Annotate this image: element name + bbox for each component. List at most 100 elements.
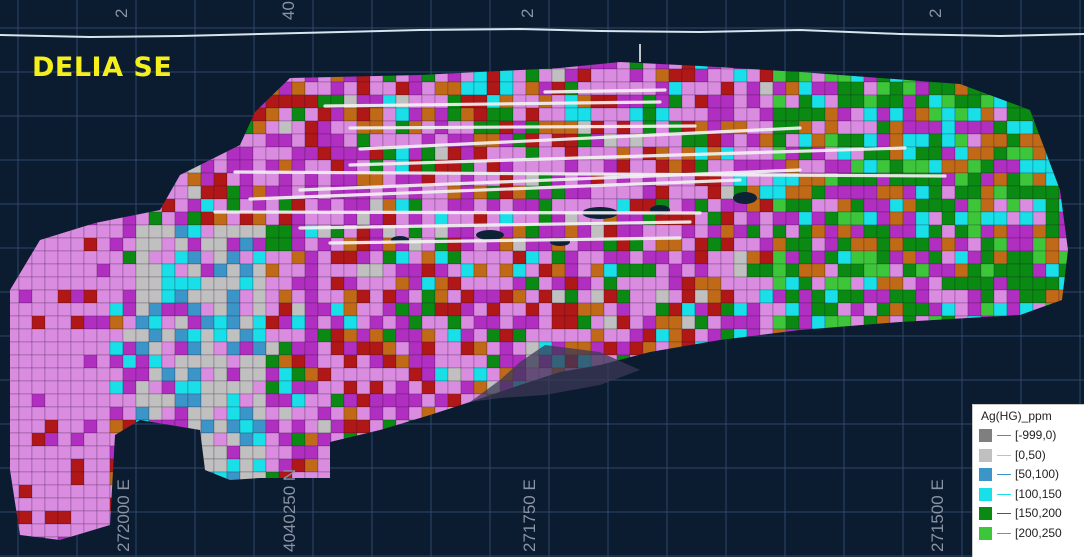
grade-block: [70, 237, 85, 252]
grade-block: [473, 367, 488, 382]
grade-block: [941, 263, 956, 278]
grade-block: [265, 133, 280, 148]
grade-block: [876, 302, 891, 317]
grade-block: [187, 328, 202, 343]
grade-block: [369, 380, 384, 395]
grade-block: [577, 328, 592, 343]
grade-block: [993, 237, 1008, 252]
grade-block: [512, 276, 527, 291]
grade-block: [226, 380, 241, 395]
grade-block: [512, 68, 527, 83]
grade-block: [681, 133, 696, 148]
grade-block: [980, 289, 995, 304]
grade-block: [317, 172, 332, 187]
grade-block: [889, 107, 904, 122]
grade-block: [96, 510, 111, 525]
grade-block: [200, 419, 215, 434]
grade-block: [616, 224, 631, 239]
grade-block: [135, 250, 150, 265]
grade-block: [239, 393, 254, 408]
grade-block: [486, 94, 501, 109]
grade-block: [369, 315, 384, 330]
grade-block: [239, 445, 254, 460]
grade-block: [733, 250, 748, 265]
grade-block: [200, 341, 215, 356]
grade-block: [226, 458, 241, 473]
grid-label-northing-4040250: 4040250 N: [280, 468, 299, 552]
grade-block: [200, 276, 215, 291]
grade-block: [980, 94, 995, 109]
grade-block: [954, 276, 969, 291]
grade-block: [551, 250, 566, 265]
grade-block: [408, 341, 423, 356]
grade-block: [980, 172, 995, 187]
grade-block: [356, 419, 371, 434]
grade-block: [265, 107, 280, 122]
grade-block: [538, 276, 553, 291]
grade-block: [928, 94, 943, 109]
grade-block: [174, 185, 189, 200]
grade-block: [395, 406, 410, 421]
grade-block: [200, 354, 215, 369]
grade-block: [889, 198, 904, 213]
grade-block: [941, 237, 956, 252]
grade-block: [668, 159, 683, 174]
legend-swatch: [979, 429, 992, 442]
grade-block: [369, 133, 384, 148]
grade-block: [83, 393, 98, 408]
grade-block: [330, 120, 345, 135]
grade-block: [31, 250, 46, 265]
grade-block: [148, 380, 163, 395]
grade-block: [525, 289, 540, 304]
grade-block: [655, 289, 670, 304]
grade-block: [278, 133, 293, 148]
grade-block: [83, 497, 98, 512]
grade-block: [70, 341, 85, 356]
grade-block: [31, 497, 46, 512]
grade-block: [408, 107, 423, 122]
grade-block: [291, 432, 306, 447]
grade-block: [265, 172, 280, 187]
legend-label: [100,150: [1015, 486, 1062, 501]
grade-block: [993, 146, 1008, 161]
grade-block: [954, 211, 969, 226]
grade-block: [1006, 172, 1021, 187]
grade-block: [356, 107, 371, 122]
grade-block: [330, 81, 345, 96]
legend-line: [997, 435, 1011, 436]
grade-block: [213, 302, 228, 317]
grade-block: [291, 380, 306, 395]
grade-block: [629, 68, 644, 83]
grade-block: [304, 393, 319, 408]
grade-block: [460, 341, 475, 356]
grade-block: [1006, 237, 1021, 252]
grade-block: [57, 419, 72, 434]
grade-block: [18, 523, 33, 538]
grade-block: [109, 367, 124, 382]
grade-block: [213, 341, 228, 356]
grade-block: [707, 276, 722, 291]
grade-block: [772, 315, 787, 330]
grade-block: [772, 302, 787, 317]
grade-block: [291, 211, 306, 226]
grade-block: [720, 211, 735, 226]
grade-block: [239, 276, 254, 291]
grade-block: [213, 263, 228, 278]
grade-block: [772, 263, 787, 278]
grade-block: [668, 289, 683, 304]
grade-block: [330, 380, 345, 395]
grade-block: [759, 237, 774, 252]
grade-block: [213, 198, 228, 213]
grade-block: [239, 211, 254, 226]
grade-block: [876, 276, 891, 291]
grade-block: [369, 354, 384, 369]
grade-block: [408, 315, 423, 330]
grade-block: [967, 94, 982, 109]
grade-block: [330, 211, 345, 226]
grade-block: [161, 263, 176, 278]
grade-block: [473, 276, 488, 291]
grade-block: [252, 250, 267, 265]
grade-block: [577, 302, 592, 317]
